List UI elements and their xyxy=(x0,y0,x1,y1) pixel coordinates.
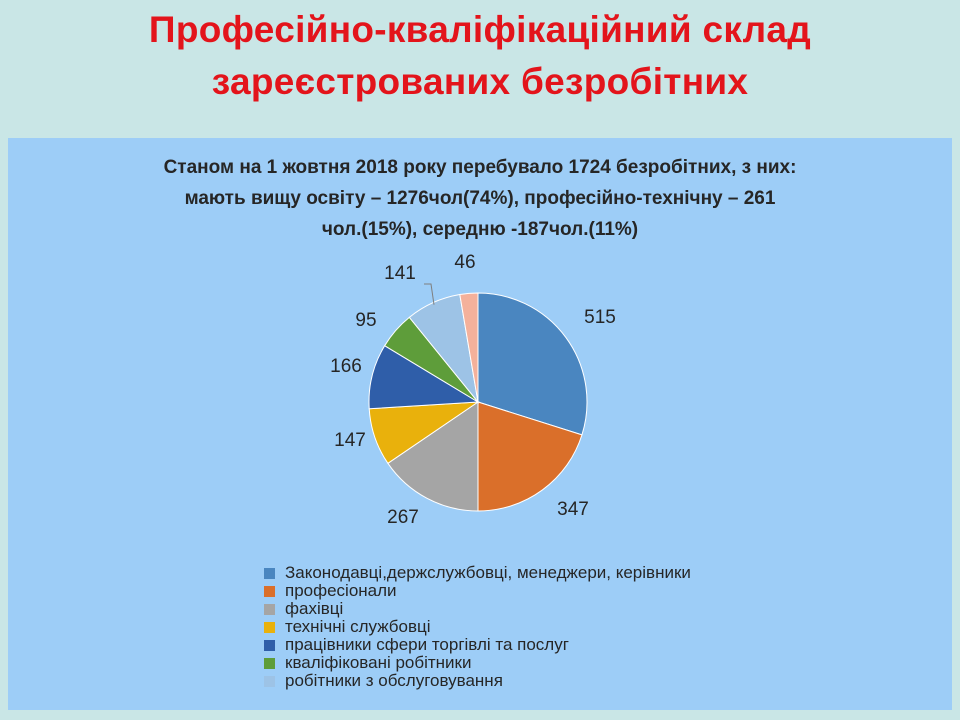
leader-line xyxy=(424,283,435,305)
data-label: 147 xyxy=(334,430,366,451)
slide-title-line-2: зареєстрованих безробітних xyxy=(211,61,749,102)
pie-slice xyxy=(387,401,479,512)
legend-item: кваліфіковані робітники xyxy=(264,654,864,672)
chart-title-line-2: мають вищу освіту – 1276чол(74%), профес… xyxy=(184,188,776,209)
legend-swatch xyxy=(264,658,275,669)
legend-swatch xyxy=(264,640,275,651)
legend-item xyxy=(264,690,864,692)
legend-label: кваліфіковані робітники xyxy=(285,653,472,672)
legend-label: технічні службовці xyxy=(285,617,431,636)
legend-label: Законодавці,держслужбовці, менеджери, ке… xyxy=(285,564,691,582)
legend-label: робітники з обслуговування xyxy=(285,671,503,690)
data-label: 515 xyxy=(584,307,616,328)
chart-title-line-3: чол.(15%), середню -187чол.(11%) xyxy=(321,219,639,240)
legend-item: працівники сфери торгівлі та послуг xyxy=(264,636,864,654)
legend-swatch xyxy=(264,568,275,579)
legend-item: робітники з обслуговування xyxy=(264,672,864,690)
data-label: 46 xyxy=(454,252,475,273)
slide-title-line-1: Професійно-кваліфікаційний склад xyxy=(148,9,812,50)
legend-item: Законодавці,держслужбовці, менеджери, ке… xyxy=(264,564,864,582)
legend-swatch xyxy=(264,622,275,633)
legend-label: працівники сфери торгівлі та послуг xyxy=(285,635,569,654)
chart-title: Станом на 1 жовтня 2018 року перебувало … xyxy=(8,152,952,245)
data-label: 95 xyxy=(355,310,376,331)
pie-slice xyxy=(477,401,583,512)
legend-item: фахівці xyxy=(264,600,864,618)
legend-item: професіонали xyxy=(264,582,864,600)
data-label: 347 xyxy=(557,499,589,520)
data-label: 267 xyxy=(387,507,419,528)
legend-swatch xyxy=(264,676,275,687)
slide-title: Професійно-кваліфікаційний склад зареєст… xyxy=(0,4,960,108)
chart-panel: Станом на 1 жовтня 2018 року перебувало … xyxy=(8,138,952,710)
legend-label: професіонали xyxy=(285,581,397,600)
data-label: 166 xyxy=(330,356,362,377)
legend-label: фахівці xyxy=(285,599,344,618)
data-label: 141 xyxy=(384,263,416,284)
legend-item: технічні службовці xyxy=(264,618,864,636)
pie-slice xyxy=(477,292,588,436)
chart-title-line-1: Станом на 1 жовтня 2018 року перебувало … xyxy=(163,157,797,178)
chart-legend: Законодавці,держслужбовці, менеджери, ке… xyxy=(264,564,864,692)
pie-slice xyxy=(459,292,479,403)
legend-swatch xyxy=(264,604,275,615)
pie-chart: 515 347 267 147 166 95 141 46 xyxy=(330,252,616,528)
legend-swatch xyxy=(264,586,275,597)
